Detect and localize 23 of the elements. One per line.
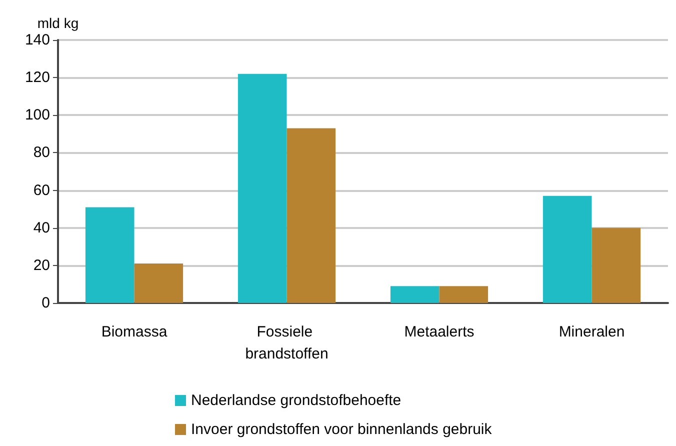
bar [85, 207, 134, 303]
bar [134, 264, 184, 303]
x-tick-label: Biomassa [101, 324, 168, 340]
x-tick-label: Metaalerts [404, 324, 474, 340]
y-tick-label: 60 [33, 182, 50, 199]
x-tick-label: Fossiele brandstoffen [245, 324, 328, 362]
bar [286, 128, 336, 303]
y-tick-label: 80 [33, 144, 50, 162]
y-tick-label: 0 [42, 294, 50, 312]
y-tick-label: 100 [24, 106, 50, 124]
legend-label: Nederlandse grondstofbehoefte [191, 392, 402, 409]
legend-label: Invoer grondstoffen voor binnenlands gebruik [191, 421, 492, 438]
y-tick-label: 40 [33, 219, 50, 236]
y-axis-title: mld kg [37, 15, 79, 31]
x-tick-label: Mineralen [558, 324, 625, 340]
bar [390, 286, 440, 303]
bar [542, 196, 592, 303]
y-tick-label: 140 [24, 32, 50, 48]
bar [238, 74, 287, 303]
bar [592, 228, 641, 303]
y-tick-label: 20 [33, 256, 50, 274]
bar [439, 286, 488, 303]
y-tick-label: 120 [24, 69, 50, 86]
